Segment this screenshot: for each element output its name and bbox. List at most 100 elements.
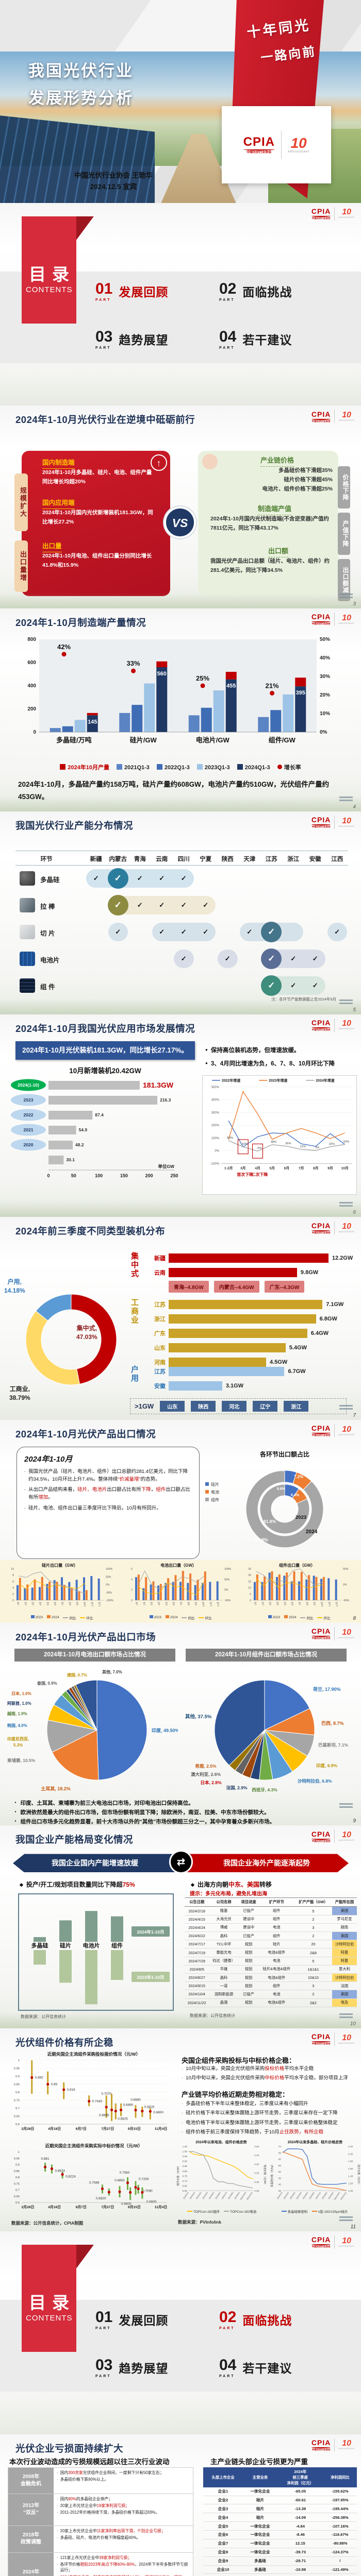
toc-item-4[interactable]: 04 PART 若干建议: [219, 2356, 292, 2378]
column-header: 扩产环节: [258, 1897, 294, 1907]
row-label: 多晶硅: [40, 876, 60, 884]
svg-text:0.95: 0.95: [14, 2067, 20, 2071]
svg-text:500%: 500%: [211, 1086, 220, 1089]
svg-text:600: 600: [27, 660, 36, 666]
toc-item-3[interactable]: 03 PART 趋势展望: [95, 328, 169, 350]
list-item: · 组件价格于前三季度保持下降趋势，于10月止住跌势，有所企稳: [182, 2129, 324, 2135]
row-label: 拉 棒: [40, 903, 55, 910]
check-icon: ✓: [180, 927, 187, 936]
svg-text:0%: 0%: [106, 1584, 110, 1587]
svg-text:荷兰, 17.90%: 荷兰, 17.90%: [313, 1686, 341, 1692]
svg-text:5.3%: 5.3%: [13, 1743, 23, 1748]
svg-text:1.40: 1.40: [348, 2175, 353, 2178]
svg-text:181.3GW: 181.3GW: [143, 1081, 174, 1089]
era-label: 2008年 金融危机: [8, 2467, 54, 2494]
big-check-icon: ✓: [261, 948, 282, 969]
svg-text:20: 20: [248, 1574, 251, 1577]
win-price-chart: 近期央国企主流组件采购实际中标价情况（元/W） 1 0.95 0.9 0.85 0.8 0.…: [14, 2143, 168, 2209]
column-header: 四川: [177, 856, 190, 862]
svg-text:10%: 10%: [320, 711, 330, 717]
svg-text:0.816: 0.816: [67, 2088, 75, 2092]
right-bullet: 出海方向朝中东、美国转移: [191, 1880, 272, 1889]
section-heading: 产业链价格: [260, 455, 294, 467]
province-bar: 浙江 6.8GW: [143, 1313, 343, 1325]
tip-text: 提示：多元化布局，避免扎堆出海: [190, 1891, 267, 1897]
column-header: 环节: [40, 856, 53, 862]
data-source: 数据来源：公开信息统计: [21, 2014, 66, 2020]
svg-text:巴西, 8.7%: 巴西, 8.7%: [321, 1721, 344, 1726]
svg-text:145: 145: [88, 719, 97, 725]
svg-text:50%: 50%: [106, 1575, 111, 1579]
svg-text:0: 0: [12, 1599, 14, 1602]
svg-text:日本, 2.8%: 日本, 2.8%: [200, 1780, 222, 1785]
cell-pie-header: 2024年1-10月电池出口额市场占比情况: [14, 1648, 175, 1662]
group-label: 户用: [130, 1365, 139, 1383]
toc-item-4[interactable]: 04 PART 若干建议: [219, 328, 292, 350]
column-header: 项目进度: [238, 1897, 259, 1907]
check-icon: ✓: [224, 954, 231, 962]
cell-module-price-chart: 2024年以来电池、组件价格走势 1.05 1.000.95 0.90 0.85 0.80…: [176, 2140, 267, 2200]
page-title: 2024年1-10月光伏产品出口市场: [15, 1631, 156, 1642]
header-logo: CPIA 中国光伏行业协会 10 ANNIVERSARY: [311, 1018, 355, 1032]
table-row: 企业3 硅片 -13.39 -195.44%: [203, 2504, 357, 2514]
toc-item-1[interactable]: 01 PART 发展回顾: [95, 280, 169, 302]
svg-text:65: 65: [278, 2151, 282, 2155]
svg-text:2024年1-10月: 2024年1-10月: [137, 1929, 165, 1935]
svg-text:55: 55: [278, 2164, 282, 2167]
svg-text:2024/11/3: 2024/11/3: [340, 2191, 348, 2200]
list-item: · 硅片、电池、组件出口量三季度环比下降后，10月有所回升。: [24, 1505, 161, 1511]
svg-text:40: 40: [278, 2183, 282, 2187]
svg-text:9月: 9月: [76, 1602, 79, 1605]
svg-text:单位GW: 单位GW: [158, 1164, 175, 1169]
toc-item-3[interactable]: 03 PART 趋势展望: [95, 2356, 169, 2378]
svg-text:5: 5: [250, 1593, 251, 1596]
svg-text:0.7440: 0.7440: [92, 2100, 103, 2104]
svg-text:80%: 80%: [227, 1137, 233, 1140]
slide-7-install-types: 2024年前三季度不同类型装机分布 CPIA 中国光伏行业协会 10 ANNIVERS…: [0, 1217, 361, 1420]
svg-text:0.65: 0.65: [183, 2185, 188, 2188]
slide-11-prices: 光伏组件价格有所企稳 CPIA 中国光伏行业协会 10 ANNIVERSARY 近期央…: [0, 2028, 361, 2231]
tab-export-up: 出口量增: [14, 540, 28, 592]
toc-item-2[interactable]: 02 PART 面临挑战: [219, 2308, 292, 2330]
province-bar: 云南 9.8GW: [143, 1266, 353, 1279]
page-number: 9: [353, 1818, 356, 1824]
toc-item-1[interactable]: 01 PART 发展回顾: [95, 2308, 169, 2330]
svg-text:3月: 3月: [32, 1602, 35, 1605]
svg-text:15: 15: [248, 1580, 251, 1583]
section-body: 2024年1-10月电池、组件出口量分别同比增长41.8%和15.9%: [42, 553, 152, 568]
svg-text:0.25: 0.25: [254, 2190, 259, 2193]
svg-text:近期央国企主流组件采购投标报价情况（元/W）: 近期央国企主流组件采购投标报价情况（元/W）: [47, 2052, 140, 2057]
row-label: 电池片: [40, 956, 60, 964]
svg-text:10月: 10月: [84, 1602, 87, 1607]
svg-text:0%: 0%: [215, 1149, 219, 1153]
svg-text:4月18日: 4月18日: [48, 2127, 61, 2131]
svg-text:0.7090: 0.7090: [142, 2189, 153, 2193]
poly-wafer-price-chart: 2024年以来多晶硅、硅片价格走势 70 65 60 55 50 45 40 35 2.20 2.0…: [270, 2140, 360, 2200]
svg-text:5月: 5月: [284, 1602, 287, 1605]
capacity-band: [218, 949, 238, 968]
svg-text:0.9: 0.9: [15, 2164, 20, 2167]
background-photo: [0, 1201, 361, 1217]
svg-text:0.6820: 0.6820: [144, 2106, 155, 2109]
header-logo: CPIA 中国光伏行业协会 10 ANNIVERSARY: [311, 1829, 355, 1843]
svg-text:100: 100: [95, 1173, 103, 1178]
page-number: 3: [353, 601, 356, 607]
svg-text:0.892: 0.892: [35, 2076, 43, 2080]
svg-text:硅片/GW: 硅片/GW: [130, 736, 157, 744]
toc-item-2[interactable]: 02 PART 面临挑战: [219, 280, 292, 302]
svg-text:4月18日: 4月18日: [48, 2205, 61, 2209]
svg-text:二次下降: 二次下降: [252, 1172, 268, 1177]
svg-text:0%: 0%: [224, 1589, 228, 1592]
svg-text:560: 560: [157, 671, 167, 677]
svg-text:组件价格（元/W）: 组件价格（元/W）: [176, 2165, 180, 2186]
check-icon: ✓: [180, 874, 187, 882]
capacity-band: [108, 922, 128, 941]
domestic-banner: 我国企业国内产能增速放缓: [13, 1854, 177, 1873]
bullet-list: · 10月中旬以来，央国企光伏组件采购投标价格平均水平企稳 · 10月中旬以来，央国企…: [182, 2065, 357, 2084]
donut-label-ci: 工商业, 38.79%: [9, 1385, 30, 1401]
svg-text:其他, 7.0%: 其他, 7.0%: [102, 1669, 122, 1674]
left-red-panel: [22, 451, 170, 597]
column-header: 内蒙古: [109, 856, 127, 862]
svg-text:60: 60: [278, 2158, 282, 2161]
table-row: 企业11多晶硅-14.05-127.66%: [203, 2573, 357, 2576]
